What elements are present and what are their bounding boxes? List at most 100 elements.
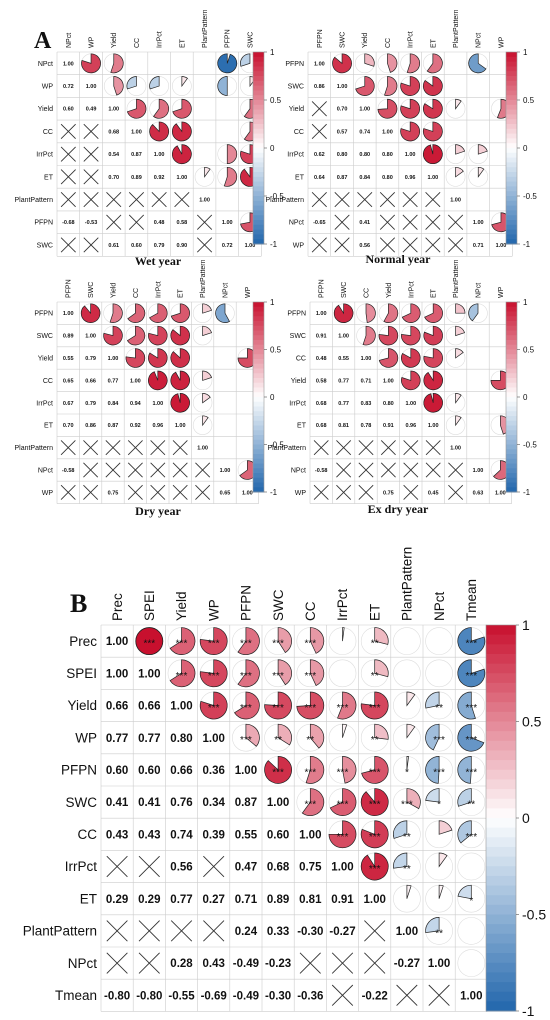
row-label: Yield <box>38 106 53 113</box>
cell-pie <box>264 756 292 784</box>
diag-value: 1.00 <box>175 423 186 429</box>
colorbar-tick-label: -0.5 <box>523 440 537 449</box>
colorbar-step <box>486 711 516 722</box>
colorbar-step <box>506 85 517 91</box>
cell-value: -0.65 <box>313 220 326 226</box>
diag-value: 1.00 <box>108 356 119 362</box>
diag-value: 1.00 <box>245 243 256 249</box>
colorbar-step <box>253 181 264 187</box>
cell-pie <box>169 627 196 655</box>
colorbar-step <box>253 176 264 183</box>
cell-pie <box>125 348 146 368</box>
colorbar-step <box>253 344 264 350</box>
colorbar-step <box>506 444 517 450</box>
cell-pie <box>393 852 408 869</box>
cross-mark <box>425 440 441 456</box>
signif-stars: *** <box>337 767 349 778</box>
cross-mark <box>138 855 160 878</box>
colorbar-step <box>253 224 264 231</box>
colorbar-step <box>506 224 517 231</box>
cell-pie <box>455 144 466 155</box>
col-label: PFPN <box>239 585 254 621</box>
cell-value: 0.80 <box>382 175 393 181</box>
matrix-2: PFPN PFPN SWC SWC Yield Yield CC CC IrrPct IrrPct… <box>14 259 259 518</box>
colorbar-step <box>253 239 264 245</box>
row-label: IrrPct <box>289 400 306 407</box>
cell-ring <box>328 659 357 688</box>
cell-pie <box>342 627 345 642</box>
colorbar-step <box>253 463 264 469</box>
colorbar-step <box>486 982 516 993</box>
colorbar-step <box>506 359 517 365</box>
colorbar-step <box>253 234 264 240</box>
col-label: WP <box>206 599 221 621</box>
cell-pie <box>170 393 190 413</box>
signif-stars: *** <box>240 671 252 682</box>
cell-pie <box>199 659 228 688</box>
colorbar-step <box>253 52 264 58</box>
cell-value: 0.89 <box>267 894 289 906</box>
cell-value: 0.66 <box>170 765 192 777</box>
cell-value: 0.77 <box>338 401 349 407</box>
colorbar-step <box>253 306 264 312</box>
colorbar-step <box>506 200 517 207</box>
colorbar-step <box>506 344 517 350</box>
row-label: WP <box>42 490 54 497</box>
cell-pie <box>309 627 325 654</box>
cell-pie <box>401 325 421 346</box>
cell-pie <box>438 884 444 899</box>
cell-pie <box>457 788 472 807</box>
colorbar-step <box>506 220 517 226</box>
diag-value: 1.00 <box>382 129 393 135</box>
diag-value: 1.00 <box>316 311 327 317</box>
col-label: SWC <box>88 282 95 298</box>
col-label: Yield <box>110 283 117 298</box>
colorbar-step <box>253 458 264 464</box>
cell-pie <box>113 76 124 96</box>
colorbar-step <box>506 397 517 403</box>
diag-value: 1.00 <box>222 220 233 226</box>
col-label: IrrPct <box>157 31 164 48</box>
cell-pie <box>169 659 196 688</box>
signif-stars: *** <box>272 639 284 650</box>
cross-mark <box>336 440 352 456</box>
signif-stars: *** <box>240 703 252 714</box>
cross-mark <box>203 920 225 942</box>
cross-mark <box>311 237 327 253</box>
cell-pie <box>202 325 212 337</box>
cell-pie <box>455 98 462 110</box>
cross-mark <box>313 440 329 456</box>
cross-mark <box>83 191 99 208</box>
signif-stars: *** <box>304 671 316 682</box>
diag-value: 1.00 <box>63 311 74 317</box>
cell-value: 0.96 <box>405 423 416 429</box>
cell-value: 0.80 <box>170 733 192 745</box>
diag-value: 1.00 <box>152 401 163 407</box>
cell-value: 0.60 <box>63 107 74 113</box>
cross-mark <box>151 191 167 208</box>
row-label: Yield <box>67 698 97 713</box>
cell-value: 0.56 <box>359 243 370 249</box>
colorbar-step <box>253 411 264 417</box>
cross-mark <box>106 920 128 942</box>
cell-ring <box>457 917 486 945</box>
cross-mark <box>447 237 464 253</box>
signif-stars: * <box>437 800 441 811</box>
cell-value: 0.83 <box>361 401 372 407</box>
cell-pie <box>378 325 399 346</box>
cell-pie <box>103 325 123 346</box>
row-label: CC <box>296 355 306 362</box>
cross-mark <box>357 191 373 208</box>
cell-pie <box>202 393 211 404</box>
colorbar-step <box>253 449 264 455</box>
cross-mark <box>128 191 145 208</box>
col-label: CC <box>303 601 318 621</box>
cross-mark <box>83 237 99 253</box>
colorbar-step <box>253 61 264 67</box>
cross-mark <box>364 952 386 974</box>
diag-value: 1.00 <box>108 107 119 113</box>
cross-mark <box>106 855 128 878</box>
diag-value: 1.00 <box>405 152 416 158</box>
cell-value: 0.68 <box>316 423 327 429</box>
signif-stars: *** <box>272 671 284 682</box>
